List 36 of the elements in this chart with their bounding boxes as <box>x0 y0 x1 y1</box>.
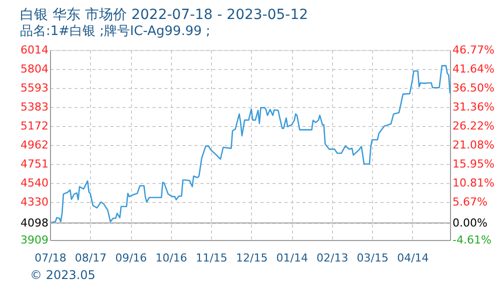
y-tick-label: 5172 <box>20 120 48 132</box>
x-tick-label: 03/15 <box>356 252 388 264</box>
y2-tick-label: 46.77% <box>452 44 494 56</box>
x-tick-label: 10/16 <box>155 252 188 264</box>
y-tick-label: 3909 <box>20 234 48 246</box>
y2-tick-label: 0.00% <box>452 216 488 230</box>
x-tick-label: 04/14 <box>397 252 429 264</box>
text: © 2023.05 <box>30 268 96 282</box>
y-tick-label: 5804 <box>20 62 48 76</box>
y2-tick-label: 21.08% <box>452 138 494 152</box>
x-tick-label: 12/15 <box>236 252 268 264</box>
y-tick-label: 5593 <box>20 82 48 94</box>
y-tick-label: 4751 <box>20 158 48 170</box>
x-tick-label: 02/13 <box>316 252 348 264</box>
x-tick-label: 09/16 <box>115 252 147 264</box>
y2-tick-label: -4.61% <box>452 234 492 246</box>
y2-tick-label: 26.22% <box>452 119 494 132</box>
x-tick-label: 08/17 <box>74 252 107 264</box>
y2-tick-label: 41.64% <box>452 62 494 76</box>
x-tick-label: 11/15 <box>196 252 228 264</box>
chart-subtitle: 品名:1#白银 ;牌号IC-Ag99.99 ; <box>20 24 210 39</box>
y2-tick-label: 31.36% <box>452 100 494 114</box>
x-tick-label: 01/14 <box>276 252 308 264</box>
y-tick-label: 4540 <box>20 176 48 190</box>
y-tick-label: 6014 <box>20 44 48 56</box>
y-tick-label: 4962 <box>20 138 48 152</box>
y2-tick-label: 36.50% <box>452 81 494 94</box>
y-tick-label: 5383 <box>20 100 48 114</box>
y2-tick-label: 15.95% <box>452 157 494 170</box>
y2-tick-label: 10.81% <box>452 176 494 190</box>
chart-title: 白银 华东 市场价 2022-07-18 - 2023-05-12 <box>20 7 308 23</box>
x-tick-label: 07/18 <box>34 252 66 264</box>
y-tick-label: 4330 <box>20 196 48 208</box>
y-tick-label: 4098 <box>20 216 48 230</box>
line-series <box>49 65 451 224</box>
y2-tick-label: 5.67% <box>452 195 488 208</box>
